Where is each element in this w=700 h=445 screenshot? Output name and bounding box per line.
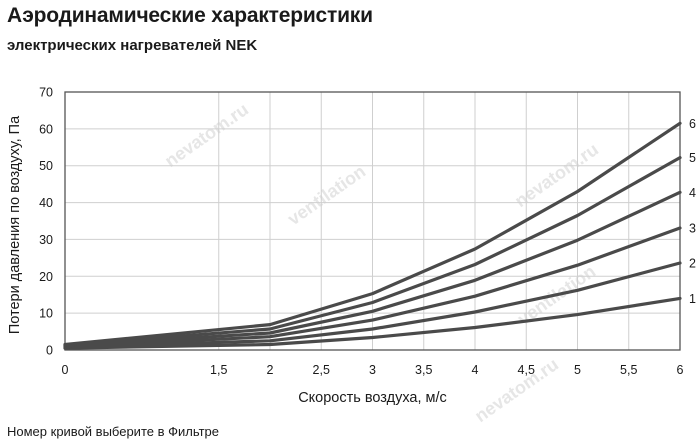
watermark-text: nevatom.ru (511, 139, 602, 211)
x-tick-label: 2,5 (313, 363, 330, 377)
watermark-text: nevatom.ru (161, 99, 252, 171)
y-tick-label: 40 (39, 196, 53, 210)
series-line-3 (63, 226, 682, 349)
x-tick-label: 4 (472, 363, 479, 377)
x-tick-label: 4,5 (518, 363, 535, 377)
x-axis-ticks: 0 1,5 2 2,5 3 3,5 4 4,5 5 5,5 6 (62, 363, 684, 377)
y-tick-label: 10 (39, 307, 53, 321)
plot-frame (64, 91, 681, 351)
series-line-1 (63, 296, 682, 350)
series-label-3: 3 (689, 222, 696, 236)
y-tick-label: 60 (39, 122, 53, 136)
series-label-4: 4 (689, 186, 696, 200)
x-tick-label: 3 (369, 363, 376, 377)
footnote: Номер кривой выберите в Фильтре (7, 424, 220, 439)
y-tick-label: 30 (39, 233, 53, 247)
y-tick-label: 70 (39, 86, 53, 100)
x-tick-label: 3,5 (415, 363, 432, 377)
chart-subtitle: электрических нагревателей NEK (7, 37, 258, 54)
series-label-5: 5 (689, 151, 696, 165)
x-tick-label: 0 (62, 363, 69, 377)
watermark-layer: ventilationventilationnevatom.runevatom.… (161, 99, 602, 426)
x-tick-label: 6 (677, 363, 684, 377)
x-axis-label: Скорость воздуха, м/с (298, 390, 447, 406)
series-lines (63, 121, 682, 350)
y-tick-label: 50 (39, 159, 53, 173)
x-tick-label: 5,5 (620, 363, 637, 377)
series-labels: 1 2 3 4 5 6 (689, 117, 696, 306)
y-axis-label: Потери давления по воздуху, Па (7, 115, 23, 334)
series-label-6: 6 (689, 117, 696, 131)
series-label-2: 2 (689, 257, 696, 271)
y-tick-label: 20 (39, 270, 53, 284)
series-line-5 (63, 156, 682, 347)
y-tick-label: 0 (46, 344, 53, 358)
x-tick-label: 5 (574, 363, 581, 377)
watermark-text: ventilation (284, 161, 369, 229)
series-label-1: 1 (689, 292, 696, 306)
x-tick-label: 2 (267, 363, 274, 377)
series-line-6 (63, 121, 682, 347)
series-line-2 (63, 261, 682, 349)
watermark-text: nevatom.ru (471, 354, 562, 426)
x-tick-label: 1,5 (210, 363, 227, 377)
y-axis-ticks: 0 10 20 30 40 50 60 70 (39, 86, 53, 358)
chart-title: Аэродинамические характеристики (7, 4, 373, 27)
series-line-4 (63, 190, 682, 348)
